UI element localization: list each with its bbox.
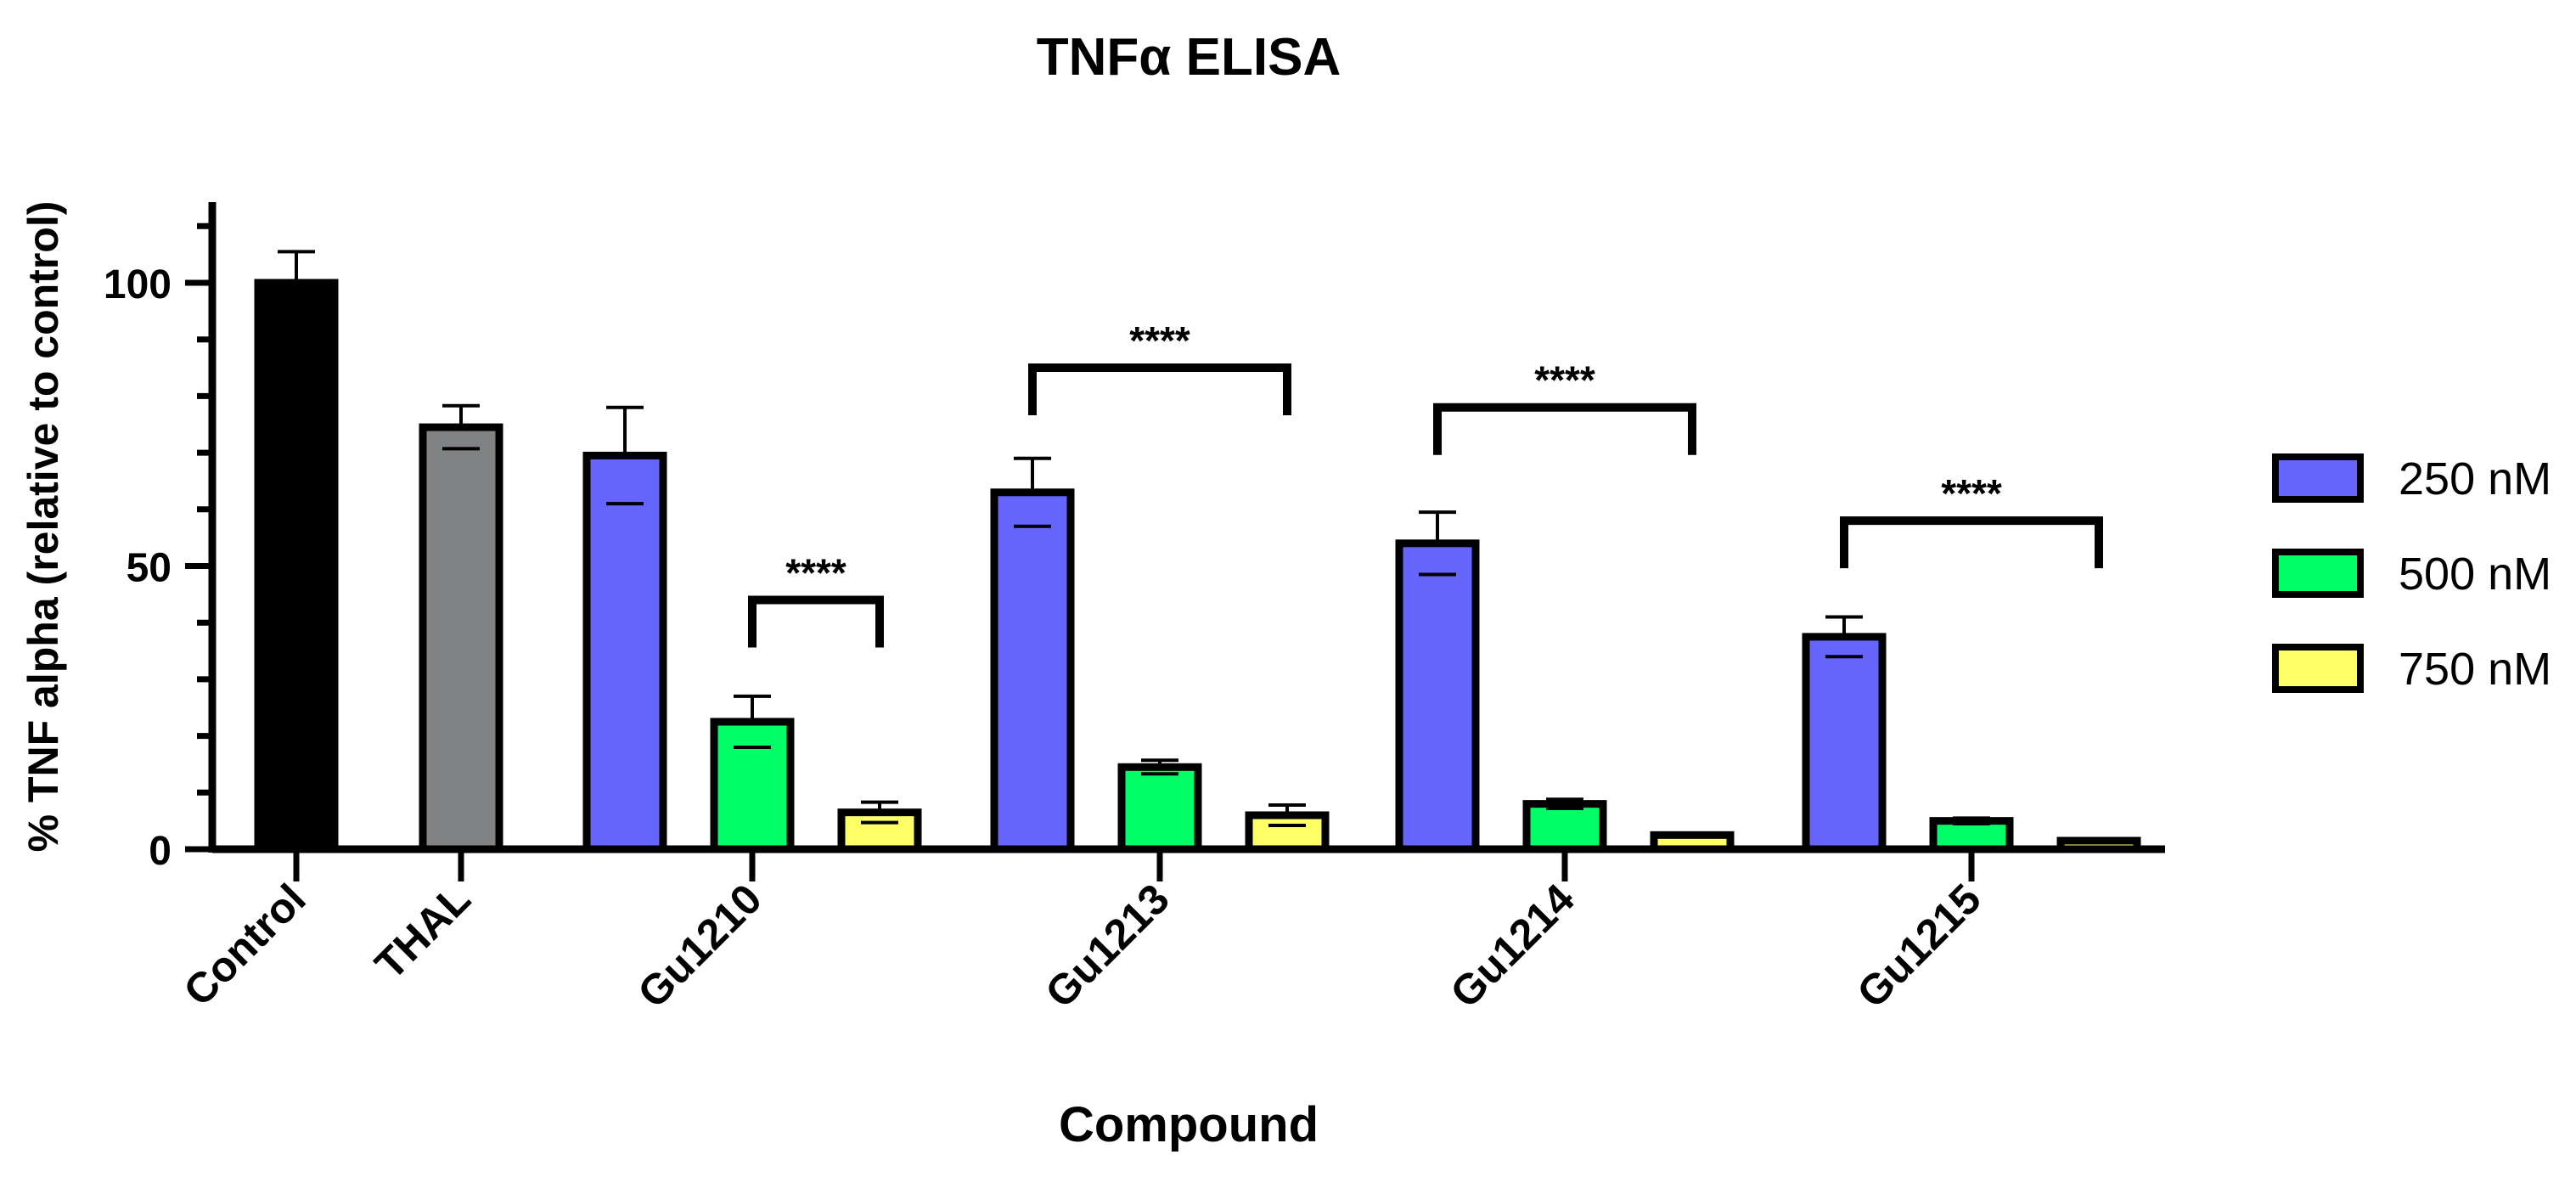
bar-gu1213-250nm <box>990 488 1075 853</box>
legend-label: 500 nM <box>2399 549 2551 600</box>
legend-swatch <box>2272 644 2364 693</box>
significance-label: **** <box>1941 471 2002 515</box>
x-tick-label: THAL <box>366 875 480 988</box>
significance-bracket <box>1840 516 2103 569</box>
y-tick-label: 0 <box>149 829 172 874</box>
legend: 250 nM 500 nM 750 nM <box>2272 453 2551 695</box>
x-tick-label: Gu1210 <box>628 875 770 1016</box>
x-tick-label: Control <box>175 875 315 1015</box>
legend-label: 250 nM <box>2399 453 2551 504</box>
bar-gu1215-250nm <box>1802 633 1887 853</box>
significance-label: **** <box>785 551 846 595</box>
bar-gu1210-500nm <box>710 718 795 853</box>
bar-gu1213-750nm <box>1245 811 1330 853</box>
plot-area: 0 50 100 Control THAL Gu1210 Gu1213 Gu1214 Gu121… <box>104 202 2165 1017</box>
chart-title: TNFα ELISA <box>1037 28 1341 87</box>
x-tick-label: Gu1214 <box>1441 875 1583 1016</box>
significance-label: **** <box>1534 358 1595 403</box>
significance-label: **** <box>1129 318 1190 363</box>
y-tick-label: 100 <box>104 262 172 307</box>
significance-bracket <box>1028 363 1291 416</box>
legend-swatch <box>2272 453 2364 503</box>
x-tick-label: Gu1213 <box>1036 875 1178 1016</box>
y-axis-label: % TNF alpha (relative to control) <box>20 201 67 853</box>
bar-gu1214-250nm <box>1395 539 1480 853</box>
legend-swatch <box>2272 549 2364 598</box>
bar-control <box>254 279 339 853</box>
bar-gu1213-500nm <box>1117 763 1202 853</box>
significance-bracket <box>1433 403 1696 455</box>
bar-gu1210-750nm <box>837 808 922 853</box>
bar-gu1210-250nm <box>582 451 667 853</box>
y-tick-label: 50 <box>127 546 172 591</box>
legend-label: 750 nM <box>2399 644 2551 695</box>
bar-gu1214-500nm <box>1522 800 1607 853</box>
significance-bracket <box>748 595 884 648</box>
bar-thal <box>419 423 503 853</box>
x-axis-label: Compound <box>1059 1097 1319 1152</box>
x-tick-label: Gu1215 <box>1848 875 1989 1016</box>
